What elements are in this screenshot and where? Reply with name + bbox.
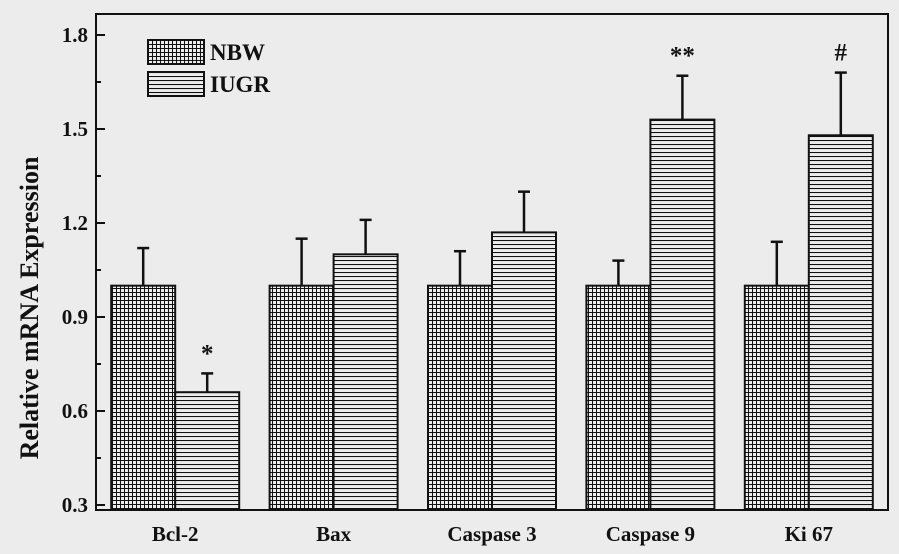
legend: NBW IUGR: [147, 39, 270, 97]
bar-nbw: [427, 284, 493, 511]
y-axis: 0.3 0.6 0.9 1.2 1.5 1.8: [62, 23, 105, 517]
bar-iugr: [649, 118, 716, 511]
x-tick-label: Ki 67: [785, 522, 833, 546]
legend-swatch-nbw: [147, 39, 205, 65]
bar-iugr: [174, 391, 241, 512]
bars: [110, 118, 874, 512]
bar-iugr: [807, 134, 874, 511]
y-tick-label: 0.3: [62, 493, 88, 517]
error-bars: [137, 71, 847, 393]
y-tick-label: 0.9: [62, 305, 88, 329]
legend-label-nbw: NBW: [210, 40, 265, 65]
legend-label-iugr: IUGR: [210, 72, 270, 97]
significance-annotations: *** #: [201, 40, 848, 368]
legend-swatch-iugr: [147, 71, 205, 97]
bar-nbw: [585, 284, 652, 511]
significance-marker: *: [201, 340, 214, 367]
bar-nbw: [110, 284, 177, 511]
y-tick-label: 1.2: [62, 211, 88, 235]
x-tick-label: Caspase 3: [447, 522, 536, 546]
x-tick-label: Bcl-2: [152, 522, 199, 546]
y-tick-label: 1.8: [62, 23, 88, 47]
bar-iugr: [491, 231, 557, 511]
bar-iugr: [332, 253, 399, 511]
bar-nbw: [268, 284, 335, 511]
significance-marker: #: [835, 40, 848, 67]
significance-marker: **: [670, 43, 695, 70]
x-tick-label: Bax: [316, 522, 352, 546]
y-tick-label: 1.5: [62, 117, 88, 141]
x-tick-label: Caspase 9: [606, 522, 695, 546]
bar-nbw: [743, 284, 810, 511]
y-axis-title: Relative mRNA Expression: [15, 156, 44, 459]
y-tick-label: 0.6: [62, 399, 88, 423]
